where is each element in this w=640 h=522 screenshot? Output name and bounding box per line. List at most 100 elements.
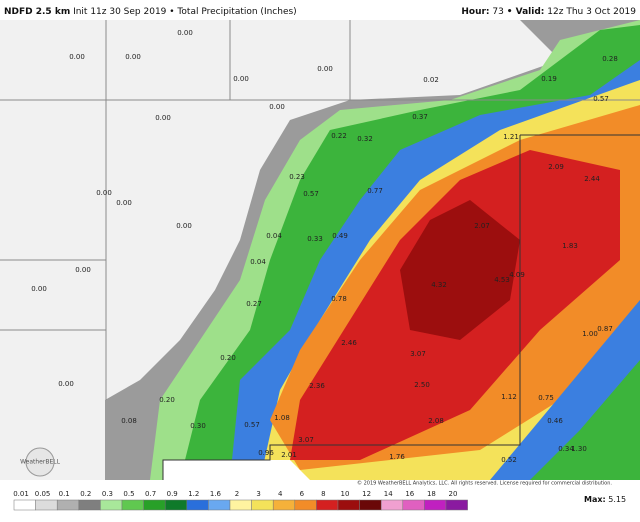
- colorbar-tick-label: 6: [300, 490, 305, 498]
- colorbar-swatch: [121, 499, 144, 511]
- precip-label: 0.00: [233, 75, 249, 83]
- subtitle: Init 11z 30 Sep 2019 • Total Precipitati…: [73, 7, 297, 17]
- precip-label: 0.00: [116, 199, 132, 207]
- precip-label: 1.76: [389, 453, 405, 461]
- colorbar-tick-label: 20: [449, 490, 458, 498]
- colorbar-tick-label: 0.1: [59, 490, 70, 498]
- precip-label: 1.21: [503, 133, 519, 141]
- colorbar-swatch: [251, 499, 274, 511]
- precip-label: 0.77: [367, 187, 383, 195]
- precip-label: 4.32: [431, 281, 447, 289]
- precip-label: 0.00: [317, 65, 333, 73]
- precip-label: 0.37: [412, 113, 428, 121]
- precip-label: 1.00: [582, 330, 598, 338]
- precip-label: 0.78: [331, 295, 347, 303]
- colorbar-swatch: [402, 499, 425, 511]
- precip-label: 0.04: [250, 258, 266, 266]
- colorbar-tick-label: 0.9: [167, 490, 178, 498]
- colorbar-swatch: [294, 499, 317, 511]
- colorbar-tick-label: 4: [278, 490, 283, 498]
- colorbar-swatch: [445, 499, 468, 511]
- precip-label: 2.50: [414, 381, 430, 389]
- colorbar-tick-label: 1.6: [210, 490, 222, 498]
- map-area: WeatherBELL: [0, 20, 640, 480]
- colorbar-tick-label: 3: [256, 490, 260, 498]
- max-label: Max:: [584, 495, 606, 504]
- precip-label: 0.00: [176, 222, 192, 230]
- precip-label: 4.09: [509, 271, 525, 279]
- precip-label: 2.46: [341, 339, 357, 347]
- precip-label: 0.00: [58, 380, 74, 388]
- colorbar-swatch: [316, 499, 339, 511]
- header-bar: [0, 0, 640, 20]
- precip-label: 0.19: [541, 75, 557, 83]
- precip-dark-red: [400, 200, 520, 340]
- precip-label: 2.36: [309, 382, 325, 390]
- title: NDFD 2.5 km: [4, 7, 70, 17]
- precip-label: 0.87: [597, 325, 613, 333]
- colorbar-swatch: [78, 499, 101, 511]
- mexico: [163, 460, 310, 480]
- colorbar-swatch: [164, 499, 188, 511]
- precip-label: 0.20: [220, 354, 236, 362]
- colorbar-swatch: [337, 499, 360, 511]
- precip-label: 0.00: [31, 285, 47, 293]
- precip-label: 0.00: [155, 114, 171, 122]
- precip-label: 0.00: [69, 53, 85, 61]
- colorbar-swatch: [272, 499, 296, 511]
- precip-label: 0.23: [289, 173, 305, 181]
- colorbar-swatch: [100, 499, 123, 511]
- header-left: NDFD 2.5 km Init 11z 30 Sep 2019 • Total…: [4, 7, 297, 17]
- colorbar-swatch: [186, 499, 209, 511]
- colorbar-tick-label: 1.2: [188, 490, 199, 498]
- precip-label: 0.22: [331, 132, 347, 140]
- precip-label: 0.00: [177, 29, 193, 37]
- colorbar-tick-label: 16: [405, 490, 414, 498]
- precip-label: 0.04: [266, 232, 282, 240]
- colorbar-tick-label: 2: [235, 490, 239, 498]
- precip-label: 0.33: [307, 235, 323, 243]
- colorbar-tick-label: 18: [427, 490, 436, 498]
- precip-label: 2.09: [548, 163, 564, 171]
- max-text: Max: 5.15: [584, 495, 626, 504]
- colorbar-swatch: [229, 499, 252, 511]
- precip-label: 0.75: [538, 394, 554, 402]
- precip-label: 3.07: [410, 350, 426, 358]
- precip-label: 0.02: [423, 76, 439, 84]
- valid: 12z Thu 3 Oct 2019: [547, 7, 636, 17]
- precip-label: 1.08: [274, 414, 290, 422]
- colorbar-swatch: [13, 499, 36, 511]
- copyright: © 2019 WeatherBELL Analytics, LLC. All r…: [357, 480, 612, 487]
- precip-label: 0.20: [159, 396, 175, 404]
- colorbar-tick-label: 10: [341, 490, 350, 498]
- hour-label: Hour:: [461, 7, 489, 17]
- precip-label: 0.00: [96, 189, 112, 197]
- colorbar-tick-label: 0.05: [35, 490, 51, 498]
- precip-label: 0.52: [501, 456, 517, 464]
- colorbar-tick-label: 0.5: [123, 490, 134, 498]
- colorbar-tick-label: 0.7: [145, 490, 156, 498]
- precip-label: 4.53: [494, 276, 510, 284]
- precip-label: 0.30: [190, 422, 206, 430]
- precip-label: 2.07: [474, 222, 490, 230]
- precip-label: 2.01: [281, 451, 297, 459]
- precip-label: 0.32: [357, 135, 373, 143]
- max-value: 5.15: [608, 495, 626, 504]
- precip-label: 0.34: [558, 445, 574, 453]
- precip-green-se: [530, 360, 640, 480]
- precip-label: 1.12: [501, 393, 517, 401]
- colorbar-swatch: [143, 499, 166, 511]
- precip-label: 0.00: [269, 103, 285, 111]
- colorbar-swatch: [424, 499, 447, 511]
- header-right: Hour: 73 • Valid: 12z Thu 3 Oct 2019: [461, 7, 636, 17]
- colorbar-swatch: [380, 499, 404, 511]
- precip-label: 0.00: [125, 53, 141, 61]
- precip-label: 0.46: [547, 417, 563, 425]
- valid-label: • Valid:: [507, 7, 545, 17]
- precip-label: 0.00: [75, 266, 91, 274]
- precip-label: 0.27: [246, 300, 262, 308]
- precip-label: 1.83: [562, 242, 578, 250]
- precip-label: 2.44: [584, 175, 600, 183]
- precip-label: 2.08: [428, 417, 444, 425]
